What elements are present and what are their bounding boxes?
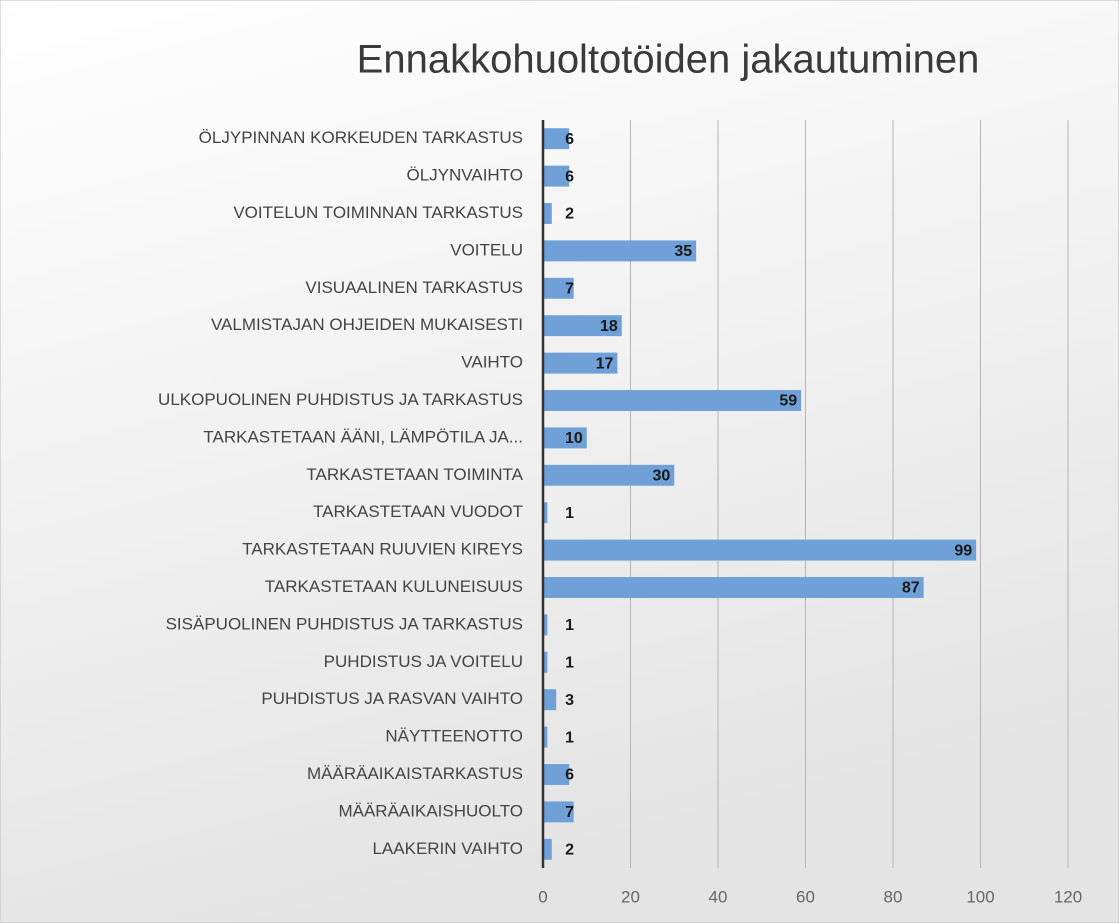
data-label: 7 — [565, 281, 574, 298]
data-label: 6 — [565, 131, 574, 148]
y-tick-label: ÖLJYPINNAN KORKEUDEN TARKASTUS — [199, 128, 523, 147]
bar — [543, 277, 574, 299]
x-tick-label: 60 — [796, 887, 815, 906]
y-tick-label: VALMISTAJAN OHJEIDEN MUKAISESTI — [211, 315, 523, 334]
data-label: 18 — [600, 318, 618, 335]
y-tick-label: TARKASTETAAN ÄÄNI, LÄMPÖTILA JA... — [203, 427, 523, 446]
x-tick-label: 80 — [884, 887, 903, 906]
x-tick-label: 40 — [709, 887, 728, 906]
bar — [543, 502, 548, 524]
data-label: 35 — [674, 243, 692, 260]
y-tick-label: SISÄPUOLINEN PUHDISTUS JA TARKASTUS — [166, 614, 523, 633]
y-tick-label: TARKASTETAAN VUODOT — [313, 502, 523, 521]
bar — [543, 726, 548, 748]
y-tick-label: TARKASTETAAN TOIMINTA — [306, 465, 523, 484]
x-tick-label: 20 — [621, 887, 640, 906]
data-label: 87 — [902, 580, 920, 597]
y-tick-label: ÖLJYNVAIHTO — [406, 166, 523, 185]
data-label: 1 — [565, 505, 574, 522]
data-label: 17 — [596, 355, 614, 372]
bar — [543, 464, 675, 486]
chart-title: Ennakkohuoltotöiden jakautuminen — [357, 38, 980, 82]
y-tick-label: PUHDISTUS JA VOITELU — [324, 652, 523, 671]
y-tick-label: TARKASTETAAN RUUVIEN KIREYS — [242, 540, 523, 559]
data-label: 59 — [779, 393, 797, 410]
data-label: 6 — [565, 168, 574, 185]
bar — [543, 838, 552, 860]
bar — [543, 577, 924, 598]
bar — [543, 614, 548, 636]
data-label: 99 — [954, 542, 972, 559]
x-tick-label: 100 — [966, 887, 994, 906]
x-tick-label: 120 — [1054, 887, 1082, 906]
data-label: 7 — [565, 804, 574, 821]
bar — [543, 315, 622, 337]
data-label: 3 — [565, 692, 574, 709]
bar — [543, 203, 552, 224]
y-tick-label: VAIHTO — [461, 353, 523, 372]
x-tick-label: 0 — [538, 887, 547, 906]
bar — [543, 390, 802, 411]
bar — [543, 165, 570, 187]
data-label: 2 — [565, 842, 574, 859]
y-tick-label: VOITELUN TOIMINNAN TARKASTUS — [233, 203, 523, 222]
bar — [543, 240, 697, 262]
y-tick-label: VISUAALINEN TARKASTUS — [305, 278, 523, 297]
data-label: 6 — [565, 767, 574, 784]
data-label: 2 — [565, 206, 574, 223]
data-label: 1 — [565, 655, 574, 672]
bar — [543, 689, 557, 711]
y-tick-label: PUHDISTUS JA RASVAN VAIHTO — [261, 689, 523, 708]
data-label: 1 — [565, 617, 574, 634]
y-tick-label: ULKOPUOLINEN PUHDISTUS JA TARKASTUS — [158, 390, 523, 409]
bar — [543, 352, 618, 374]
y-tick-label: TARKASTETAAN KULUNEISUUS — [265, 577, 523, 596]
bar — [543, 801, 574, 823]
bar — [543, 651, 548, 673]
y-tick-label: VOITELU — [450, 240, 523, 259]
y-tick-label: NÄYTTEENOTTO — [385, 727, 523, 746]
bar — [543, 539, 977, 561]
y-tick-label: MÄÄRÄAIKAISTARKASTUS — [307, 764, 523, 783]
data-label: 10 — [565, 430, 583, 447]
y-tick-label: MÄÄRÄAIKAISHUOLTO — [338, 801, 523, 820]
data-label: 1 — [565, 729, 574, 746]
y-tick-label: LAAKERIN VAIHTO — [372, 839, 523, 858]
data-label: 30 — [652, 468, 670, 485]
bar — [543, 128, 570, 150]
bar — [543, 427, 587, 449]
bar — [543, 764, 570, 785]
